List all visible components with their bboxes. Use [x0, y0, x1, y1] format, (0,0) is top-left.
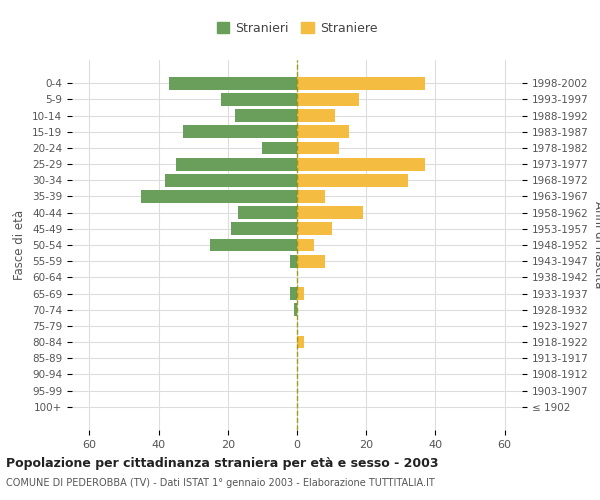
Bar [141, 190, 297, 203]
Bar [297, 206, 363, 219]
Bar [231, 222, 297, 235]
Bar [297, 126, 349, 138]
Bar [235, 109, 297, 122]
Bar [297, 174, 408, 187]
Bar [297, 336, 304, 348]
Bar [297, 190, 325, 203]
Bar [169, 77, 297, 90]
Bar [297, 254, 325, 268]
Y-axis label: Anni di nascita: Anni di nascita [592, 202, 600, 288]
Bar [290, 287, 297, 300]
Bar [297, 142, 338, 154]
Bar [297, 222, 332, 235]
Bar [297, 109, 335, 122]
Text: Popolazione per cittadinanza straniera per età e sesso - 2003: Popolazione per cittadinanza straniera p… [6, 458, 439, 470]
Bar [297, 238, 314, 252]
Bar [211, 238, 297, 252]
Bar [221, 93, 297, 106]
Bar [297, 93, 359, 106]
Bar [297, 77, 425, 90]
Bar [176, 158, 297, 170]
Bar [262, 142, 297, 154]
Bar [183, 126, 297, 138]
Y-axis label: Fasce di età: Fasce di età [13, 210, 26, 280]
Text: COMUNE DI PEDEROBBA (TV) - Dati ISTAT 1° gennaio 2003 - Elaborazione TUTTITALIA.: COMUNE DI PEDEROBBA (TV) - Dati ISTAT 1°… [6, 478, 435, 488]
Bar [297, 158, 425, 170]
Bar [297, 287, 304, 300]
Bar [238, 206, 297, 219]
Legend: Stranieri, Straniere: Stranieri, Straniere [213, 18, 381, 38]
Bar [290, 254, 297, 268]
Bar [166, 174, 297, 187]
Bar [293, 303, 297, 316]
